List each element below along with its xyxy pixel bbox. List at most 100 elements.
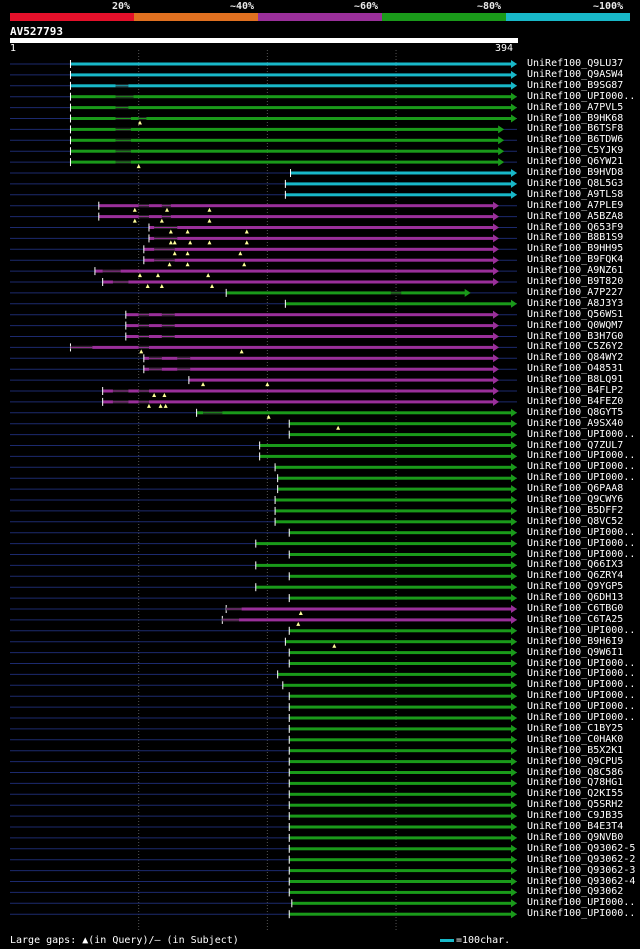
- hit-label[interactable]: UniRef100_Q6DH13: [527, 592, 624, 604]
- hit-label[interactable]: UniRef100_Q9ASW4: [527, 68, 624, 80]
- hit-label[interactable]: UniRef100_B5DFF2: [527, 504, 624, 516]
- query-gap-marker: [239, 349, 244, 354]
- hit-label[interactable]: UniRef100_UPI000..: [527, 461, 636, 473]
- hit-label[interactable]: UniRef100_Q93062-4: [527, 875, 636, 887]
- hit-label[interactable]: UniRef100_UPI000..: [527, 657, 636, 669]
- hit-bar: [289, 880, 513, 883]
- hit-bar: [143, 258, 495, 262]
- hit-label[interactable]: UniRef100_Q78HG1: [527, 777, 624, 789]
- hit-label[interactable]: UniRef100_Q9W6I1: [527, 646, 624, 658]
- hit-label[interactable]: UniRef100_Q5SRH2: [527, 799, 624, 811]
- hit-label[interactable]: UniRef100_Q93062-3: [527, 864, 636, 876]
- hit-label[interactable]: UniRef100_A7PLE9: [527, 199, 624, 211]
- hit-label[interactable]: UniRef100_UPI000..: [527, 537, 636, 549]
- hit-label[interactable]: UniRef100_C5YJK9: [527, 145, 624, 157]
- hit-label[interactable]: UniRef100_B9HH95: [527, 243, 624, 255]
- hit-label[interactable]: UniRef100_B9FQK4: [527, 254, 624, 266]
- hit-arrow: [492, 267, 499, 276]
- hit-label[interactable]: UniRef100_Q93062-2: [527, 853, 636, 865]
- hit-arrow: [511, 190, 517, 199]
- hit-label[interactable]: UniRef100_Q6YW21: [527, 156, 624, 168]
- hit-bar: [148, 226, 495, 229]
- hit-label[interactable]: UniRef100_UPI000..: [527, 690, 636, 702]
- hit-label[interactable]: UniRef100_Q9NVB0: [527, 831, 624, 843]
- hit-label[interactable]: UniRef100_Q9YGP5: [527, 581, 624, 593]
- hit-label[interactable]: UniRef100_C6TBG0: [527, 603, 624, 614]
- hit-label[interactable]: UniRef100_UPI000..: [527, 450, 636, 462]
- hit-label[interactable]: UniRef100_UPI000..: [527, 90, 636, 102]
- hit-label[interactable]: UniRef100_Q7ZUL7: [527, 439, 624, 451]
- hit-label[interactable]: UniRef100_B8B1S9: [527, 232, 624, 244]
- hit-label[interactable]: UniRef100_Q8VC52: [527, 515, 624, 527]
- hit-bar: [289, 912, 513, 916]
- hit-label[interactable]: UniRef100_Q8C586: [527, 766, 624, 778]
- hit-label[interactable]: UniRef100_Q66IX3: [527, 559, 624, 571]
- hit-label[interactable]: UniRef100_A7PVL5: [527, 101, 624, 113]
- hit-label[interactable]: UniRef100_A7P227: [527, 286, 624, 298]
- hit-label[interactable]: UniRef100_A9NZ61: [527, 265, 624, 277]
- hit-label[interactable]: UniRef100_Q56WS1: [527, 308, 624, 320]
- hit-label[interactable]: UniRef100_Q2KI55: [527, 788, 624, 800]
- hit-label[interactable]: UniRef100_O48531: [527, 363, 624, 375]
- hit-label[interactable]: UniRef100_UPI000..: [527, 712, 636, 723]
- hit-label[interactable]: UniRef100_Q9CPU5: [527, 755, 624, 767]
- query-gap-marker: [132, 218, 137, 223]
- hit-bar: [282, 683, 513, 687]
- hit-label[interactable]: UniRef100_B9HK68: [527, 112, 624, 124]
- hit-label[interactable]: UniRef100_B9T820: [527, 276, 624, 287]
- hit-label[interactable]: UniRef100_B9HVD8: [527, 167, 624, 178]
- hit-label[interactable]: UniRef100_B6TSF8: [527, 123, 624, 135]
- legend-label-60: ~60%: [354, 1, 379, 12]
- hit-arrow: [492, 376, 499, 385]
- hit-label[interactable]: UniRef100_UPI000..: [527, 526, 636, 538]
- query-gap-marker: [296, 621, 301, 626]
- hit-label[interactable]: UniRef100_Q653F9: [527, 221, 624, 233]
- hit-bar: [70, 149, 501, 153]
- hit-label[interactable]: UniRef100_C1BY25: [527, 722, 624, 734]
- hit-label[interactable]: UniRef100_Q8L5G3: [527, 177, 624, 189]
- hit-label[interactable]: UniRef100_A5BZA8: [527, 210, 624, 222]
- hit-bar: [255, 585, 514, 589]
- hit-bar: [70, 160, 501, 164]
- hit-label[interactable]: UniRef100_B4E3T4: [527, 821, 624, 832]
- hit-label[interactable]: UniRef100_C9JB35: [527, 810, 624, 822]
- hit-bar: [125, 324, 495, 328]
- hit-label[interactable]: UniRef100_B6TDW6: [527, 134, 624, 146]
- hit-label[interactable]: UniRef100_B3H7G0: [527, 330, 624, 342]
- hit-arrow: [511, 92, 517, 101]
- hit-label[interactable]: UniRef100_UPI000..: [527, 428, 636, 440]
- hit-label[interactable]: UniRef100_UPI000..: [527, 548, 636, 560]
- hit-label[interactable]: UniRef100_Q9CWY6: [527, 494, 624, 505]
- hit-label[interactable]: UniRef100_B4FEZ0: [527, 395, 624, 407]
- hit-label[interactable]: UniRef100_B5X2K1: [527, 744, 624, 756]
- hit-label[interactable]: UniRef100_C6TA25: [527, 613, 624, 625]
- hit-label[interactable]: UniRef100_Q93062-5: [527, 842, 636, 854]
- hit-label[interactable]: UniRef100_B4FLP2: [527, 385, 624, 396]
- hit-label[interactable]: UniRef100_UPI000..: [527, 668, 636, 680]
- hit-arrow: [511, 626, 517, 635]
- hit-label[interactable]: UniRef100_A9TLS8: [527, 188, 624, 200]
- hit-label[interactable]: UniRef100_Q6PAA8: [527, 483, 624, 495]
- hit-label[interactable]: UniRef100_UPI000..: [527, 701, 636, 713]
- hit-label[interactable]: UniRef100_UPI000..: [527, 624, 636, 636]
- hit-label[interactable]: UniRef100_UPI000..: [527, 679, 636, 691]
- hit-label[interactable]: UniRef100_A8J3Y3: [527, 297, 624, 309]
- hit-label[interactable]: UniRef100_UPI000..: [527, 897, 636, 909]
- hit-label[interactable]: UniRef100_C0HAK0: [527, 733, 624, 745]
- hit-label[interactable]: UniRef100_Q8GYT5: [527, 406, 624, 418]
- hit-label[interactable]: UniRef100_B9H6I9: [527, 635, 624, 647]
- hit-label[interactable]: UniRef100_B9SG87: [527, 79, 624, 91]
- hit-label[interactable]: UniRef100_UPI000..: [527, 908, 636, 920]
- hit-label[interactable]: UniRef100_C5Z6Y2: [527, 341, 624, 353]
- hit-label[interactable]: UniRef100_UPI000..: [527, 472, 636, 484]
- query-gap-marker: [336, 425, 341, 430]
- hit-label[interactable]: UniRef100_Q84WY2: [527, 352, 624, 364]
- hit-label[interactable]: UniRef100_B8LQ91: [527, 374, 624, 386]
- hit-label[interactable]: UniRef100_Q6ZRY4: [527, 570, 624, 582]
- hit-label[interactable]: UniRef100_Q9LU37: [527, 58, 624, 69]
- hit-label[interactable]: UniRef100_A9SX40: [527, 417, 624, 429]
- query-gap-marker: [266, 414, 271, 419]
- hit-label[interactable]: UniRef100_Q0WQM7: [527, 319, 624, 331]
- hit-arrow: [511, 779, 517, 788]
- hit-label[interactable]: UniRef100_Q93062: [527, 886, 624, 898]
